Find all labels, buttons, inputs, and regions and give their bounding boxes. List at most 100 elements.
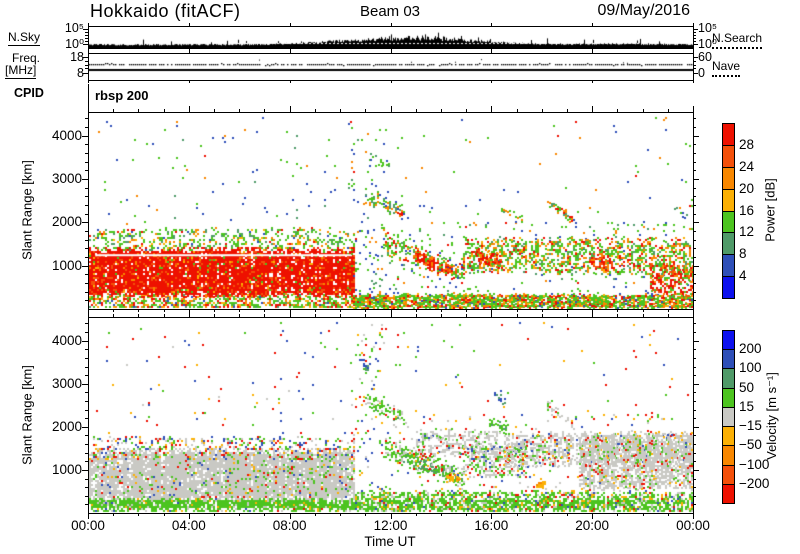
axis-tick [440, 309, 442, 312]
axis-tick [390, 513, 392, 519]
nave-ytick-top-right: 60 [698, 50, 712, 64]
axis-tick [163, 314, 165, 317]
noise-ytick-top-left: 10⁵ [64, 21, 84, 35]
axis-tick [693, 469, 699, 471]
axis-tick [491, 513, 493, 519]
power-panel [88, 112, 694, 310]
power-colorbar-segment [722, 276, 735, 299]
axis-tick [592, 311, 594, 317]
x-tick-label: 00:00 [71, 518, 105, 533]
axis-tick [693, 48, 694, 51]
axis-tick [85, 34, 88, 36]
axis-tick [516, 109, 518, 112]
cpid-label: CPID [14, 86, 44, 100]
axis-tick [214, 309, 216, 312]
freq-label-line1: Freq. [12, 51, 41, 65]
axis-tick [88, 23, 89, 26]
axis-tick [85, 401, 88, 402]
axis-tick [85, 257, 88, 259]
axis-tick [693, 513, 694, 519]
axis-tick [693, 118, 696, 120]
axis-tick [83, 44, 88, 45]
axis-tick [239, 513, 241, 516]
axis-tick [693, 179, 699, 181]
x-tick-label: 08:00 [272, 518, 307, 533]
axis-tick [566, 309, 568, 312]
axis-tick [466, 314, 468, 317]
axis-tick [693, 127, 696, 129]
power-colorbar-segment [722, 232, 735, 256]
power-colorbar-segment [722, 188, 735, 212]
axis-tick [390, 23, 392, 26]
axis-tick [693, 274, 696, 276]
axis-tick [491, 23, 493, 26]
axis-tick [642, 309, 644, 312]
axis-tick [188, 513, 190, 519]
axis-tick [693, 401, 696, 402]
axis-tick [617, 513, 619, 516]
axis-tick [85, 461, 88, 463]
axis-tick [264, 309, 266, 312]
axis-tick [113, 109, 115, 112]
axis-tick [693, 23, 694, 26]
axis-tick [667, 109, 669, 112]
axis-tick [693, 478, 696, 480]
axis-tick [85, 61, 88, 62]
axis-tick [214, 314, 216, 317]
axis-tick [415, 314, 417, 317]
axis-tick [85, 248, 88, 250]
axis-tick [693, 106, 694, 112]
axis-tick [88, 80, 89, 83]
axis-tick [289, 106, 291, 112]
axis-tick [138, 513, 140, 516]
axis-tick [693, 495, 696, 497]
axis-tick [693, 239, 696, 241]
axis-tick [693, 135, 699, 137]
axis-tick [85, 444, 88, 446]
axis-tick [82, 265, 88, 267]
velocity-colorbar-tick-label: −50 [739, 437, 762, 453]
axis-tick [340, 309, 342, 312]
power-colorbar-tick-label: 28 [739, 136, 755, 152]
axis-tick [693, 265, 699, 267]
axis-tick [314, 109, 316, 112]
axis-tick [693, 248, 696, 250]
axis-tick [491, 106, 493, 112]
beam-title: Beam 03 [359, 3, 421, 20]
axis-tick [85, 478, 88, 480]
axis-tick [693, 205, 696, 207]
axis-tick [667, 309, 669, 312]
power-colorbar-segment [722, 254, 735, 278]
axis-tick [138, 309, 140, 312]
axis-tick [365, 109, 367, 112]
axis-tick [239, 309, 241, 312]
axis-tick [85, 31, 88, 33]
axis-tick [693, 461, 696, 463]
power-colorbar-tick-label: 12 [739, 224, 755, 240]
axis-tick [693, 340, 699, 342]
axis-tick [138, 109, 140, 112]
axis-tick [85, 495, 88, 497]
axis-tick [85, 452, 88, 454]
axis-tick [85, 213, 88, 215]
axis-tick [85, 418, 88, 420]
axis-tick [85, 366, 88, 368]
axis-tick [617, 309, 619, 312]
velocity-colorbar-segment [722, 349, 735, 370]
axis-tick [642, 314, 644, 317]
axis-tick [693, 418, 696, 420]
axis-tick [88, 48, 89, 51]
axis-tick [693, 144, 696, 146]
power-colorbar-segment [722, 210, 735, 234]
axis-tick [85, 504, 88, 506]
axis-tick [83, 28, 88, 30]
velocity-colorbar-tick-label: 50 [739, 379, 755, 395]
nsearch-label: N.Search [712, 31, 763, 49]
y-tick-label: 1000 [51, 257, 82, 273]
axis-tick [85, 332, 88, 334]
axis-tick [667, 513, 669, 516]
axis-tick [592, 80, 594, 83]
axis-tick [214, 513, 216, 516]
velocity-colorbar-tick-label: 200 [739, 341, 762, 357]
